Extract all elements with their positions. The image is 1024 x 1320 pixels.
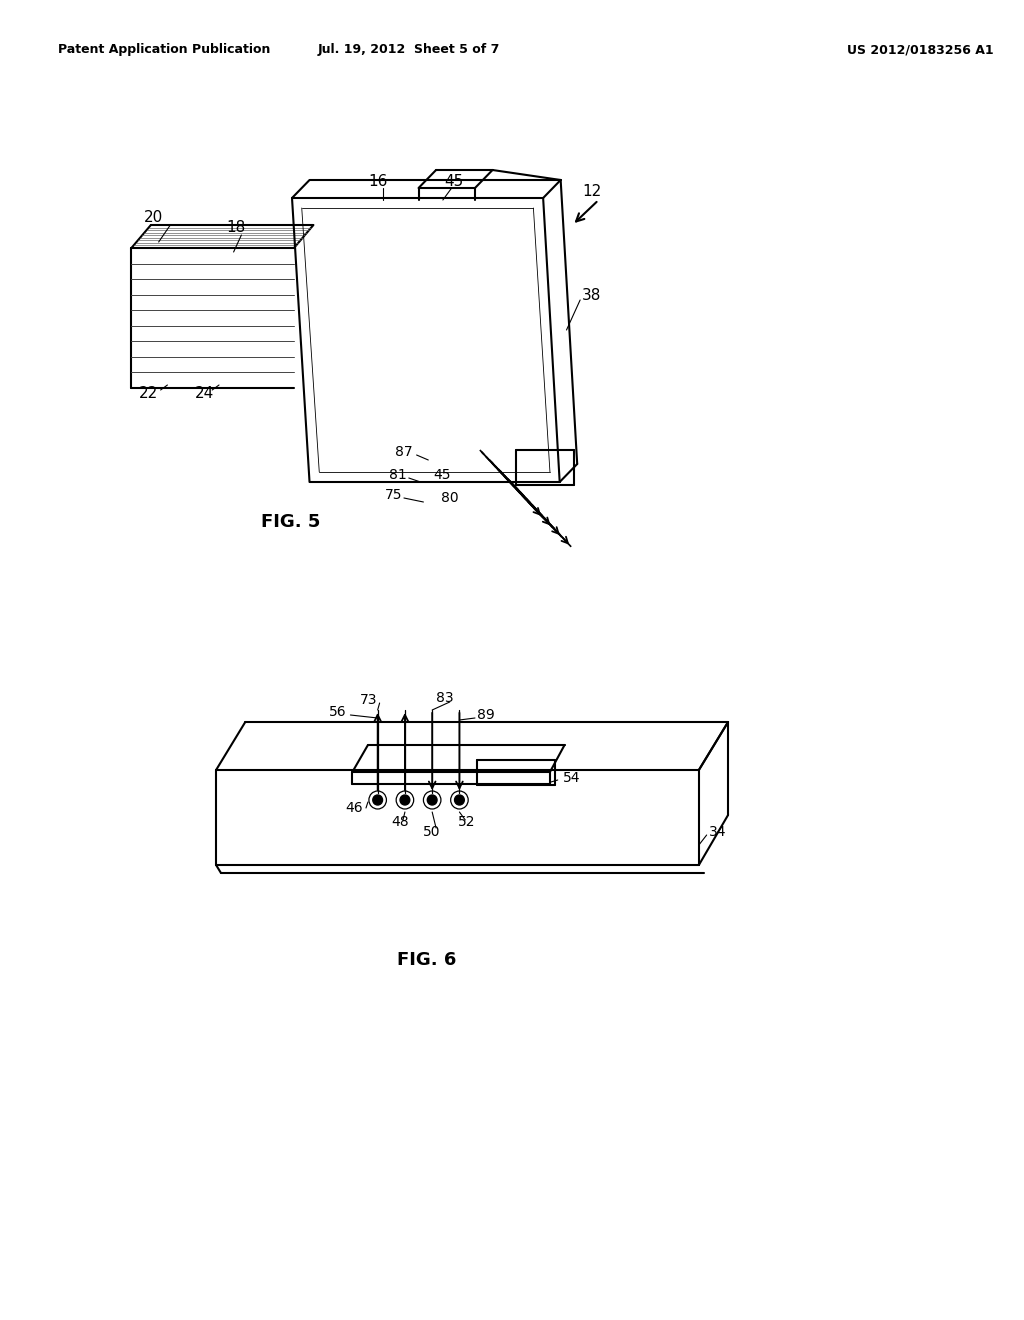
Text: 56: 56 [329, 705, 346, 719]
Text: 83: 83 [436, 690, 454, 705]
Text: US 2012/0183256 A1: US 2012/0183256 A1 [847, 44, 993, 57]
Text: 52: 52 [458, 814, 475, 829]
Text: 16: 16 [368, 174, 387, 190]
Text: 18: 18 [226, 220, 245, 235]
Text: 54: 54 [562, 771, 581, 785]
Text: 87: 87 [395, 445, 413, 459]
Text: 22: 22 [139, 385, 159, 400]
Text: 75: 75 [384, 488, 402, 502]
Text: 89: 89 [477, 708, 495, 722]
Text: 45: 45 [443, 174, 463, 190]
Circle shape [427, 795, 437, 805]
Text: 50: 50 [423, 825, 441, 840]
Circle shape [455, 795, 464, 805]
Text: 73: 73 [360, 693, 378, 708]
Text: Patent Application Publication: Patent Application Publication [58, 44, 270, 57]
Text: 80: 80 [441, 491, 459, 506]
Text: 48: 48 [391, 814, 409, 829]
Text: FIG. 5: FIG. 5 [261, 513, 321, 531]
Text: 20: 20 [144, 210, 163, 226]
Text: 81: 81 [389, 469, 408, 482]
Text: 34: 34 [709, 825, 726, 840]
Text: 46: 46 [345, 801, 364, 814]
Text: 45: 45 [433, 469, 451, 482]
Circle shape [400, 795, 410, 805]
Text: 12: 12 [582, 185, 601, 199]
Text: 38: 38 [582, 288, 601, 302]
Circle shape [373, 795, 383, 805]
Text: 24: 24 [195, 385, 214, 400]
Text: Jul. 19, 2012  Sheet 5 of 7: Jul. 19, 2012 Sheet 5 of 7 [317, 44, 500, 57]
Text: FIG. 6: FIG. 6 [397, 950, 457, 969]
